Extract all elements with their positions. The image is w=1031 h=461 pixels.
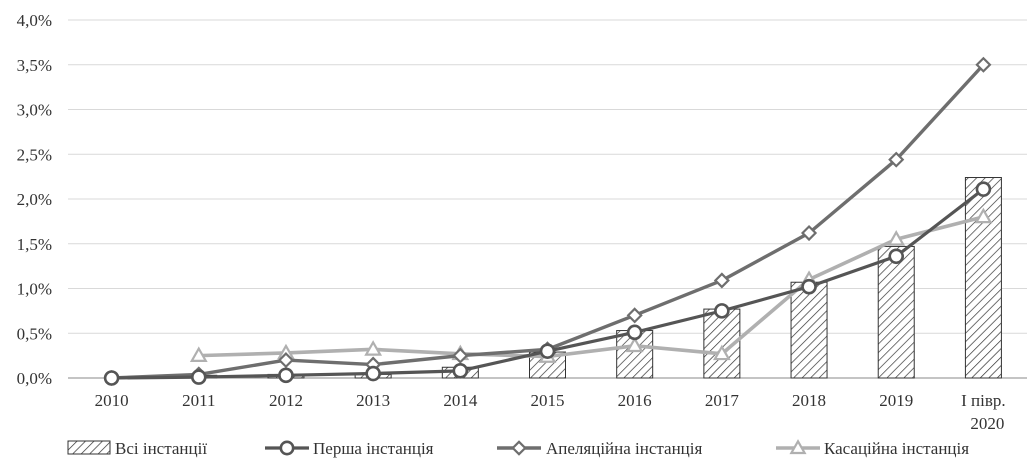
y-tick-label: 3,5% (17, 56, 52, 75)
marker-triangle (789, 439, 807, 455)
x-tick-label: 2013 (356, 391, 390, 410)
marker-triangle (189, 346, 208, 362)
axes: 0,0% 0,5% 1,0% 1,5% 2,0% 2,5% 3,0% 3,5% 4,0% 2010… (17, 11, 1006, 433)
marker-circle (452, 363, 469, 379)
x-tick-label: 2019 (879, 391, 913, 410)
marker-diamond (713, 272, 730, 289)
series-line (111, 63, 985, 380)
bar (964, 177, 1002, 379)
marker-circle (801, 278, 817, 295)
y-tick-label: 3,0% (17, 101, 52, 120)
x-tick-label: 2015 (531, 391, 565, 410)
legend-label: Апеляційна інстанція (546, 439, 703, 458)
marker-diamond (888, 151, 905, 168)
legend-label: Касаційна інстанція (824, 439, 969, 458)
legend-swatch (67, 440, 111, 455)
marker-circle (278, 367, 294, 384)
x-tick-label: 2014 (443, 391, 478, 410)
y-tick-label: 1,0% (17, 280, 52, 299)
legend-label: Перша інстанція (313, 439, 434, 458)
marker-triangle (974, 207, 993, 224)
marker-triangle (887, 230, 906, 246)
marker-triangle (712, 344, 731, 361)
y-tick-label: 4,0% (17, 11, 52, 30)
x-tick-label: 2017 (705, 391, 740, 410)
marker-circle (190, 369, 207, 385)
y-tick-label: 0,0% (17, 369, 52, 388)
x-tick-label: 2018 (792, 391, 826, 410)
marker-circle (626, 324, 643, 341)
bars (180, 177, 1002, 379)
marker-diamond (511, 440, 527, 456)
legend-label: Всі інстанції (115, 439, 207, 458)
y-tick-label: 2,0% (17, 190, 52, 209)
bar (790, 281, 828, 379)
x-tick-label: 2016 (618, 391, 652, 410)
x-tick-label: 2012 (269, 391, 303, 410)
marker-diamond (277, 352, 295, 369)
gridlines (68, 19, 1027, 379)
y-tick-label: 0,5% (17, 324, 52, 343)
marker-diamond (975, 56, 992, 73)
marker-circle (365, 365, 381, 382)
legend: Всі інстанції Перша інстанція Апеляційна і… (67, 439, 969, 458)
marker-diamond (800, 224, 818, 242)
x-tick-label: I півр. (961, 391, 1006, 410)
x-tick-label: 2010 (95, 391, 129, 410)
marker-circle (103, 370, 120, 386)
marker-circle (975, 181, 992, 197)
marker-diamond (626, 307, 643, 324)
y-tick-label: 1,5% (17, 235, 52, 254)
y-tick-label: 2,5% (17, 145, 52, 164)
x-tick-label: 2020 (970, 414, 1004, 433)
marker-circle (279, 440, 295, 456)
marker-diamond (452, 347, 469, 364)
marker-triangle (364, 340, 383, 356)
series-line (198, 215, 984, 359)
marker-circle (714, 303, 730, 319)
marker-circle (888, 248, 905, 265)
marker-circle (539, 343, 556, 359)
x-tick-label: 2011 (182, 391, 215, 410)
bar (877, 245, 915, 379)
series-lines (103, 56, 993, 387)
marker-triangle (625, 336, 644, 353)
